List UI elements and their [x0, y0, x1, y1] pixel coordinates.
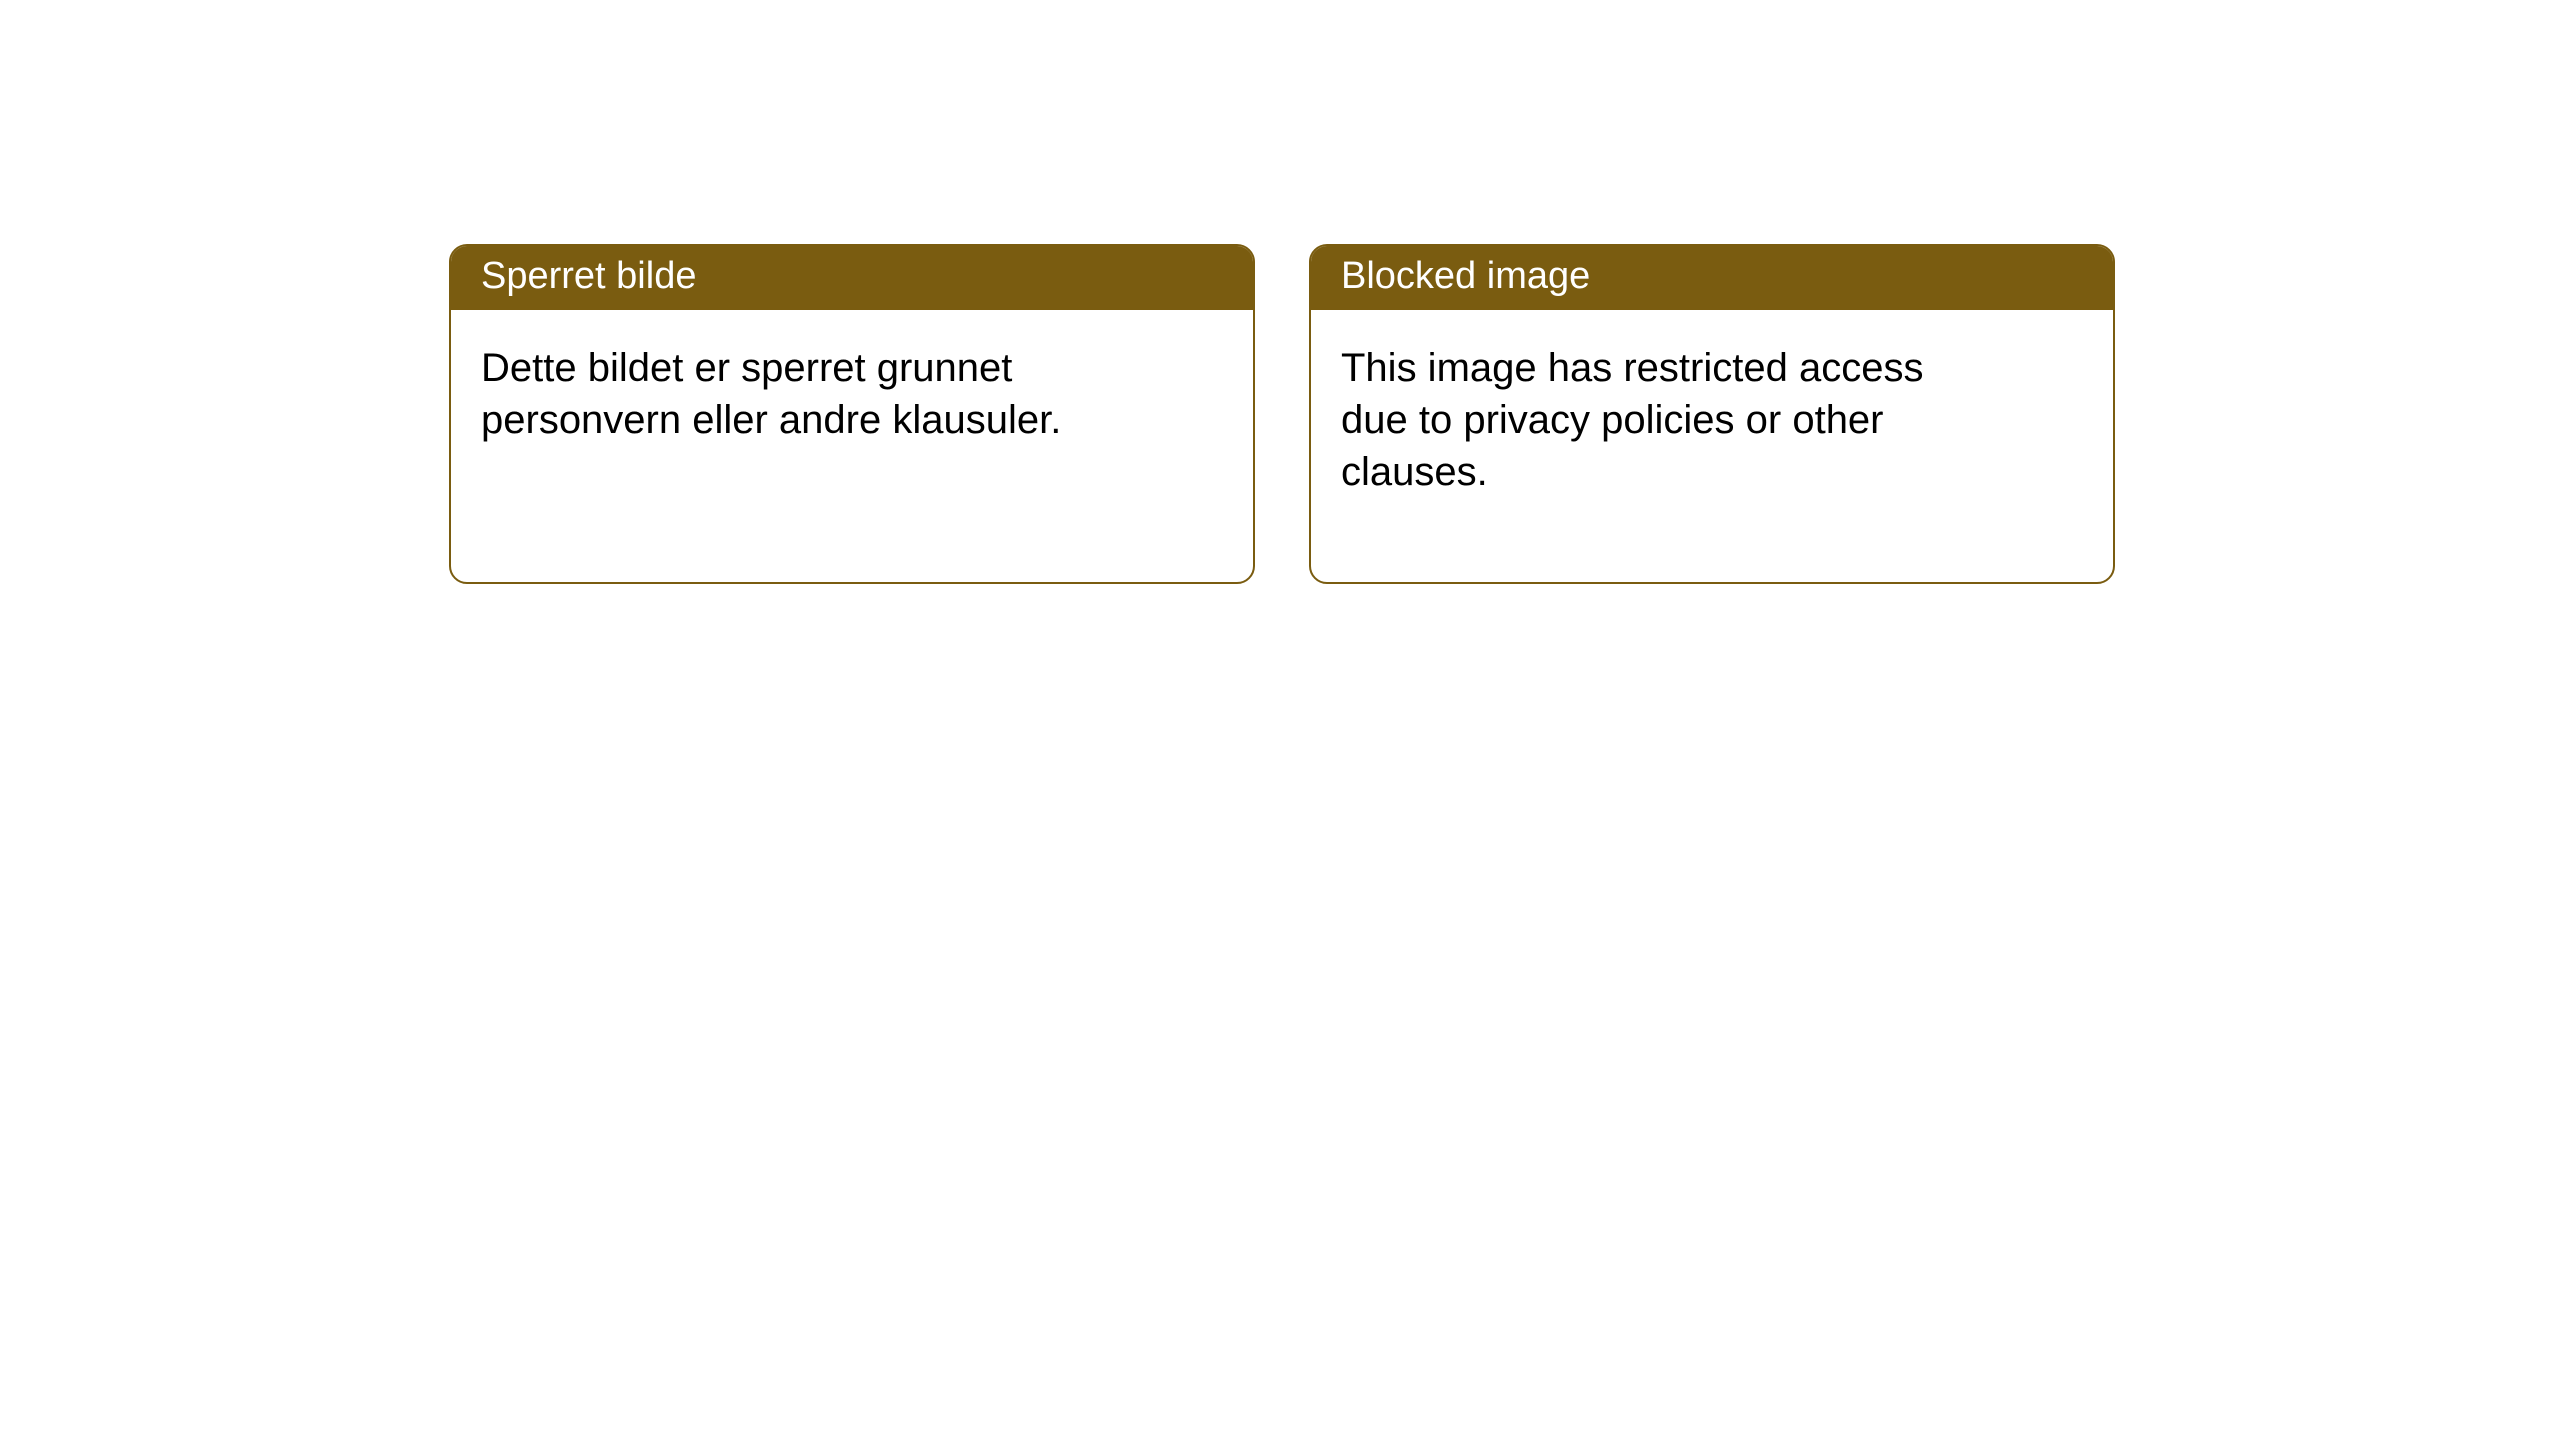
- notice-card-norwegian: Sperret bilde Dette bildet er sperret gr…: [449, 244, 1255, 584]
- notice-header: Blocked image: [1311, 246, 2113, 310]
- notice-title: Blocked image: [1341, 255, 1590, 297]
- notice-body: This image has restricted access due to …: [1311, 310, 2031, 582]
- notice-body: Dette bildet er sperret grunnet personve…: [451, 310, 1171, 530]
- notice-title: Sperret bilde: [481, 255, 696, 297]
- notice-message: Dette bildet er sperret grunnet personve…: [481, 346, 1061, 442]
- notice-container: Sperret bilde Dette bildet er sperret gr…: [0, 0, 2560, 584]
- notice-card-english: Blocked image This image has restricted …: [1309, 244, 2115, 584]
- notice-message: This image has restricted access due to …: [1341, 346, 1923, 494]
- notice-header: Sperret bilde: [451, 246, 1253, 310]
